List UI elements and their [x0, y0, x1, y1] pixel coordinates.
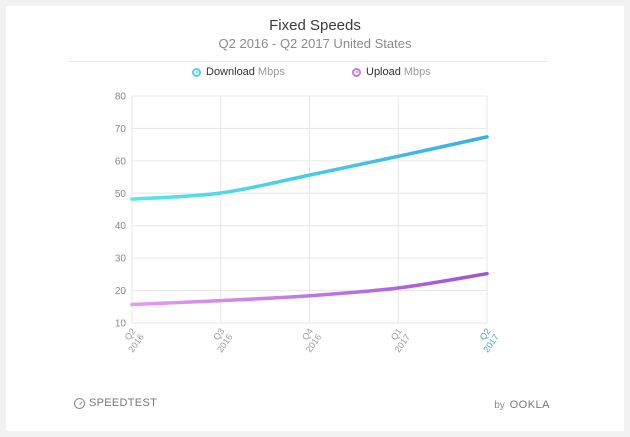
y-tick-label: 60 [115, 156, 127, 167]
y-tick-label: 50 [115, 189, 127, 200]
legend-upload-label: Upload [366, 66, 401, 78]
y-axis-ticks: 10 20 30 40 50 60 70 80 [115, 92, 127, 330]
x-tick-label: Q22017 [473, 326, 501, 354]
y-tick-label: 30 [115, 254, 127, 265]
chart-card [6, 6, 624, 431]
chart-title: Fixed Speeds [269, 17, 361, 34]
download-legend-icon [192, 67, 201, 77]
x-axis-ticks: Q22016 Q32016 Q42016 Q12017 Q22017 [118, 326, 501, 354]
y-tick-label: 20 [115, 286, 127, 297]
x-tick-label: Q42016 [295, 326, 323, 354]
upload-legend-icon [352, 67, 361, 77]
by-label: by [494, 400, 505, 411]
legend-upload-unit: Mbps [403, 66, 431, 78]
legend-download-label: Download [206, 66, 255, 78]
upload-line[interactable] [130, 271, 489, 307]
y-tick-label: 70 [115, 124, 127, 135]
ookla-logo: by OOKLA [494, 399, 550, 411]
chart-subtitle: Q2 2016 - Q2 2017 United States [218, 36, 412, 51]
y-tick-label: 40 [115, 221, 127, 232]
legend-upload[interactable]: Upload Mbps [352, 66, 431, 78]
y-tick-label: 10 [115, 319, 127, 330]
y-tick-label: 80 [115, 92, 127, 103]
speedometer-icon [74, 397, 85, 409]
series-lines [130, 135, 489, 307]
x-tick-label: Q12017 [384, 326, 412, 354]
download-line[interactable] [130, 135, 489, 201]
x-tick-label: Q22016 [118, 326, 146, 354]
header-divider [68, 61, 548, 62]
ookla-brand: OOKLA [509, 399, 550, 411]
legend-download-unit: Mbps [257, 66, 285, 78]
x-tick-label: Q32016 [207, 326, 235, 354]
speedtest-brand: SPEEDTEST [89, 397, 158, 409]
legend-download[interactable]: Download Mbps [192, 66, 285, 78]
speedtest-logo: SPEEDTEST [74, 397, 157, 409]
grid [131, 95, 488, 324]
